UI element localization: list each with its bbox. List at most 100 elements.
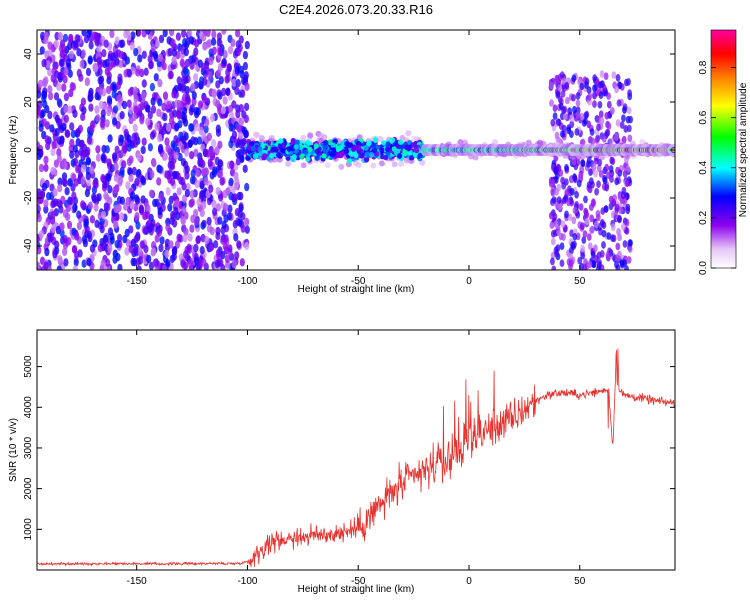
spectrogram-cell (243, 114, 249, 124)
spectrogram-cell (598, 91, 604, 99)
spectrogram-cell (359, 153, 365, 159)
spectrogram-cell (79, 60, 85, 69)
spectrogram-cell (586, 233, 592, 241)
spectrogram-cell (123, 30, 129, 39)
spectrogram-cell (128, 245, 134, 254)
spectrogram-cell (625, 115, 631, 124)
spectrogram-cell (257, 146, 263, 152)
spectrogram-cell (584, 217, 590, 226)
spectrogram-cell (234, 177, 240, 187)
spectrogram-cell (624, 218, 630, 227)
spectrogram-cell (172, 245, 178, 255)
spectrogram-cell (613, 133, 619, 141)
spectrogram-cell (322, 144, 328, 151)
spectrogram-cell (162, 152, 168, 161)
spectrogram-cell (150, 105, 157, 114)
spectrogram-cell (184, 171, 190, 180)
snr-series-line (37, 348, 675, 568)
spectrogram-cell (235, 109, 241, 119)
spectrogram-cell (141, 79, 147, 88)
spectrogram-cell (240, 146, 246, 155)
spectrogram-cell (583, 111, 589, 120)
spectrogram-cell (625, 165, 631, 173)
spectrogram-cell (127, 167, 133, 176)
spectrogram-cell (189, 198, 195, 207)
spectrogram-cell (111, 152, 118, 161)
spectrogram-cell (553, 167, 559, 176)
spectrogram-cell (206, 39, 213, 48)
spectrogram-cell (579, 112, 585, 121)
spectrogram-cell (559, 242, 565, 250)
spectrogram-cell (596, 180, 601, 188)
spectrogram-cell (234, 251, 240, 260)
spectrogram-cell (72, 203, 78, 213)
spectrogram-cell (578, 203, 584, 211)
spectrogram-cell (620, 191, 626, 199)
spectrogram-cell (188, 123, 194, 132)
spectrogram-cell (67, 69, 73, 78)
spectrogram-cell (625, 179, 630, 187)
spectrogram-cell (119, 166, 125, 176)
spectrogram-cell (182, 234, 188, 243)
spectrogram-cell (200, 189, 206, 198)
spectrogram-cell (184, 142, 190, 151)
spectrogram-cell (152, 258, 158, 268)
spectrogram-cell (56, 98, 63, 107)
spectrogram-cell (128, 106, 134, 115)
spectrogram-cell (559, 71, 565, 79)
spectrogram-cell (238, 117, 244, 127)
spectrogram-cell (95, 114, 101, 123)
spectrogram-cell (151, 159, 157, 168)
spectrogram-cell (172, 109, 178, 118)
spectrogram-cell (125, 181, 131, 190)
spectrogram-cell (58, 205, 64, 214)
spectrogram-cell (232, 220, 238, 229)
spectrogram-cell (66, 220, 73, 230)
spectrogram-cell (215, 99, 221, 109)
snr-x-ticks: -150 -100 -50 0 50 (127, 330, 586, 587)
spectrogram-cell (191, 54, 197, 63)
spectrogram-cell (550, 237, 556, 246)
spectrogram-cell (47, 41, 53, 50)
spectrogram-cell (156, 228, 162, 237)
spectrogram-cell (59, 222, 65, 231)
spectrogram-cell (41, 182, 48, 192)
spectrogram-cell (167, 175, 173, 184)
spectrogram-cell (133, 47, 139, 57)
spectrogram-cell (84, 188, 90, 198)
spectrogram-cell (624, 78, 629, 87)
spectrogram-cell (564, 81, 570, 90)
spectrogram-cell (37, 147, 40, 156)
spectrogram-cell (217, 140, 223, 149)
spectrogram-cell (232, 193, 238, 202)
spectrogram-cell (215, 248, 221, 258)
spectrogram-cell (94, 105, 100, 114)
spectrogram-cell (202, 30, 208, 37)
spectrogram-cell (244, 40, 250, 50)
spectrogram-cell (86, 30, 92, 38)
spectrogram-cell (72, 40, 79, 49)
spectrogram-cell (118, 50, 124, 59)
spectrogram-cell (580, 244, 586, 253)
spectrogram-cell (549, 81, 554, 90)
spectrogram-cell (196, 136, 203, 145)
spectrogram-cell (43, 205, 49, 214)
spectrogram-cell (194, 179, 200, 189)
spectrogram-cell (598, 170, 604, 178)
spectrogram-cell (184, 68, 190, 78)
spectrogram-cell (80, 176, 86, 185)
spectrogram-cell (378, 160, 385, 167)
spectrogram-cell (314, 155, 320, 161)
spectrogram-cell (95, 153, 102, 162)
spectrogram-cell (105, 203, 111, 212)
spectrogram-cell (147, 224, 153, 233)
spectrogram-cell (268, 135, 275, 141)
spectrogram-cell (557, 95, 563, 104)
spectrogram-cell (135, 257, 141, 266)
spectrogram-cell (159, 236, 165, 245)
spectrogram-cell (161, 102, 167, 112)
spectrogram-cell (183, 47, 189, 57)
spectrogram-cell (201, 200, 207, 210)
spectrogram-cell (604, 183, 610, 192)
spectrogram-cell (119, 196, 125, 205)
